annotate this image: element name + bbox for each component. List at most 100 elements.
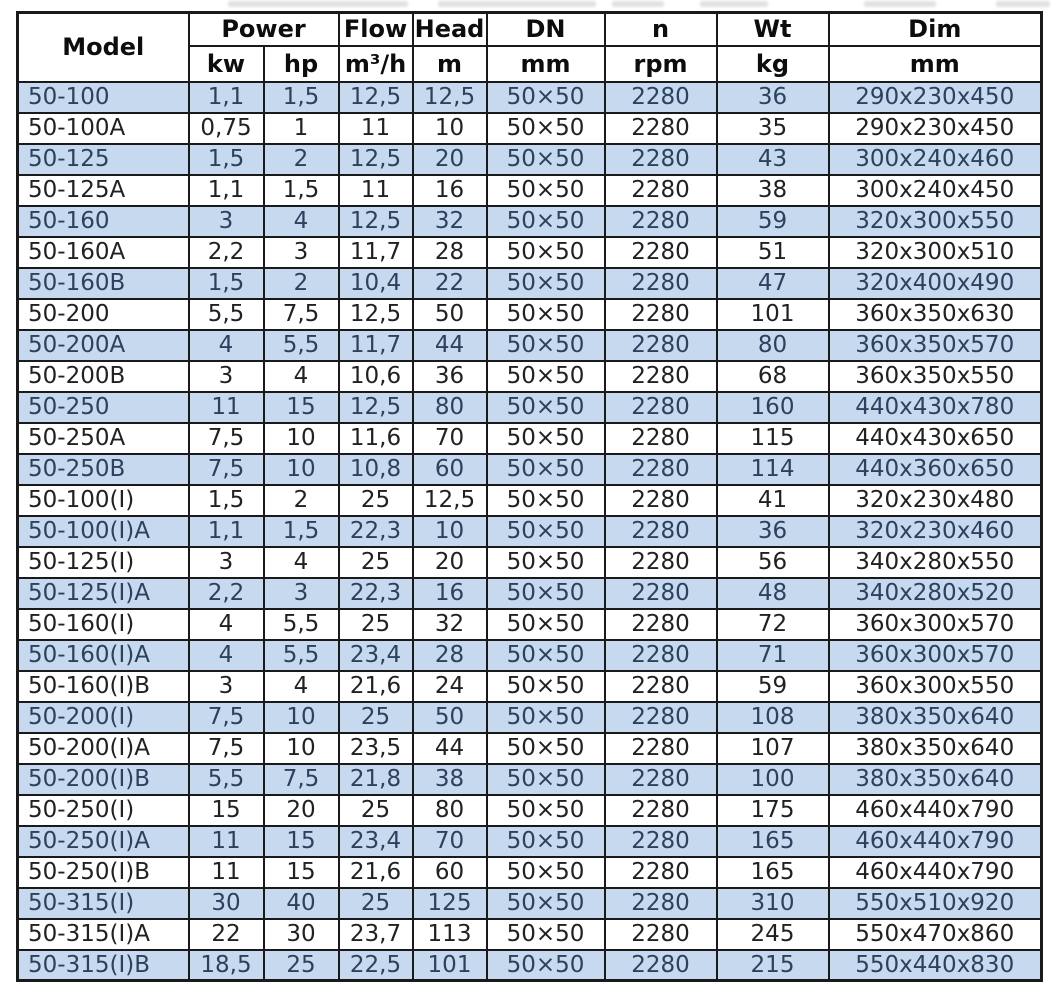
cell-wt-kg: 215 bbox=[715, 948, 830, 982]
col-header-wt: Wt bbox=[715, 11, 830, 47]
cell-model: 50-250(I)A bbox=[16, 824, 190, 858]
artifact-smudge bbox=[996, 1, 1050, 7]
unit-dn: mm bbox=[485, 44, 606, 83]
cell-flow-m3h: 23,4 bbox=[337, 638, 414, 672]
cell-n-rpm: 2280 bbox=[603, 328, 718, 362]
cell-power-kw: 15 bbox=[187, 793, 265, 827]
cell-power-kw: 0,75 bbox=[187, 111, 265, 145]
table-row: 50-315(I) 30 40 25 125 50×50 2280 310 550x510x92… bbox=[16, 886, 1043, 920]
cell-n-rpm: 2280 bbox=[603, 297, 718, 331]
cell-power-kw: 1,1 bbox=[187, 173, 265, 207]
cell-flow-m3h: 25 bbox=[337, 607, 414, 641]
cell-n-rpm: 2280 bbox=[603, 514, 718, 548]
cell-wt-kg: 48 bbox=[715, 576, 830, 610]
table-row: 50-100A 0,75 1 11 10 50×50 2280 35 290x230x450 bbox=[16, 111, 1043, 145]
cell-dn-mm: 50×50 bbox=[485, 731, 606, 765]
cell-power-hp: 30 bbox=[262, 917, 340, 951]
cell-wt-kg: 51 bbox=[715, 235, 830, 269]
cell-power-hp: 7,5 bbox=[262, 762, 340, 796]
cell-head-m: 50 bbox=[411, 297, 488, 331]
cell-power-kw: 2,2 bbox=[187, 235, 265, 269]
cell-power-kw: 11 bbox=[187, 824, 265, 858]
cell-dim-mm: 320x400x490 bbox=[827, 266, 1043, 300]
cell-model: 50-125(I)A bbox=[16, 576, 190, 610]
cell-power-kw: 4 bbox=[187, 638, 265, 672]
cell-model: 50-250B bbox=[16, 452, 190, 486]
cell-power-hp: 15 bbox=[262, 855, 340, 889]
cell-wt-kg: 114 bbox=[715, 452, 830, 486]
table-row: 50-100 1,1 1,5 12,5 12,5 50×50 2280 36 290x230x4… bbox=[16, 80, 1043, 114]
cell-wt-kg: 80 bbox=[715, 328, 830, 362]
artifact-smudge bbox=[228, 1, 408, 7]
cell-wt-kg: 36 bbox=[715, 514, 830, 548]
cell-dn-mm: 50×50 bbox=[485, 452, 606, 486]
unit-head: m bbox=[411, 44, 488, 83]
unit-wt: kg bbox=[715, 44, 830, 83]
table-header: Model Power Flow Head DN n Wt Dim kw hp … bbox=[16, 11, 1043, 83]
cell-model: 50-160B bbox=[16, 266, 190, 300]
cell-model: 50-200(I)B bbox=[16, 762, 190, 796]
col-header-flow: Flow bbox=[337, 11, 414, 47]
cell-dim-mm: 380x350x640 bbox=[827, 762, 1043, 796]
table-row: 50-315(I)B 18,5 25 22,5 101 50×50 2280 215 550x4… bbox=[16, 948, 1043, 982]
cell-wt-kg: 115 bbox=[715, 421, 830, 455]
cell-dn-mm: 50×50 bbox=[485, 111, 606, 145]
cell-power-hp: 10 bbox=[262, 452, 340, 486]
cell-dn-mm: 50×50 bbox=[485, 359, 606, 393]
cell-model: 50-250 bbox=[16, 390, 190, 424]
cell-dn-mm: 50×50 bbox=[485, 328, 606, 362]
cell-n-rpm: 2280 bbox=[603, 111, 718, 145]
cell-power-kw: 1,5 bbox=[187, 483, 265, 517]
cell-head-m: 16 bbox=[411, 576, 488, 610]
cell-head-m: 36 bbox=[411, 359, 488, 393]
cell-n-rpm: 2280 bbox=[603, 762, 718, 796]
cell-head-m: 10 bbox=[411, 111, 488, 145]
cell-power-kw: 4 bbox=[187, 328, 265, 362]
cell-dim-mm: 290x230x450 bbox=[827, 80, 1043, 114]
cell-head-m: 44 bbox=[411, 731, 488, 765]
cell-dim-mm: 380x350x640 bbox=[827, 700, 1043, 734]
cell-power-kw: 4 bbox=[187, 607, 265, 641]
cell-n-rpm: 2280 bbox=[603, 855, 718, 889]
cell-power-hp: 25 bbox=[262, 948, 340, 982]
cell-dn-mm: 50×50 bbox=[485, 917, 606, 951]
cell-dim-mm: 460x440x790 bbox=[827, 793, 1043, 827]
cell-flow-m3h: 12,5 bbox=[337, 142, 414, 176]
cell-dim-mm: 360x350x630 bbox=[827, 297, 1043, 331]
cell-dn-mm: 50×50 bbox=[485, 142, 606, 176]
cell-model: 50-315(I) bbox=[16, 886, 190, 920]
cell-power-hp: 3 bbox=[262, 235, 340, 269]
cell-power-kw: 1,1 bbox=[187, 514, 265, 548]
table-row: 50-160(I)B 3 4 21,6 24 50×50 2280 59 360x300x550 bbox=[16, 669, 1043, 703]
table-row: 50-100(I)A 1,1 1,5 22,3 10 50×50 2280 36 320x230… bbox=[16, 514, 1043, 548]
cell-model: 50-125(I) bbox=[16, 545, 190, 579]
table-body: 50-100 1,1 1,5 12,5 12,5 50×50 2280 36 290x230x4… bbox=[16, 80, 1043, 982]
cell-power-kw: 7,5 bbox=[187, 731, 265, 765]
cell-n-rpm: 2280 bbox=[603, 80, 718, 114]
cell-flow-m3h: 25 bbox=[337, 545, 414, 579]
cell-model: 50-160(I)A bbox=[16, 638, 190, 672]
cell-power-kw: 1,5 bbox=[187, 266, 265, 300]
cell-dn-mm: 50×50 bbox=[485, 793, 606, 827]
cell-n-rpm: 2280 bbox=[603, 452, 718, 486]
cell-wt-kg: 245 bbox=[715, 917, 830, 951]
cell-model: 50-250(I) bbox=[16, 793, 190, 827]
cell-model: 50-125A bbox=[16, 173, 190, 207]
cell-wt-kg: 36 bbox=[715, 80, 830, 114]
cell-flow-m3h: 11,7 bbox=[337, 328, 414, 362]
cell-dn-mm: 50×50 bbox=[485, 824, 606, 858]
cell-flow-m3h: 25 bbox=[337, 483, 414, 517]
cell-power-hp: 4 bbox=[262, 359, 340, 393]
cell-flow-m3h: 21,6 bbox=[337, 669, 414, 703]
cell-dim-mm: 460x440x790 bbox=[827, 855, 1043, 889]
cell-head-m: 12,5 bbox=[411, 80, 488, 114]
cell-dim-mm: 550x470x860 bbox=[827, 917, 1043, 951]
cell-wt-kg: 160 bbox=[715, 390, 830, 424]
cell-dim-mm: 550x440x830 bbox=[827, 948, 1043, 982]
cell-power-hp: 2 bbox=[262, 266, 340, 300]
cell-flow-m3h: 25 bbox=[337, 700, 414, 734]
table-row: 50-160A 2,2 3 11,7 28 50×50 2280 51 320x300x510 bbox=[16, 235, 1043, 269]
cell-head-m: 60 bbox=[411, 452, 488, 486]
cell-power-hp: 40 bbox=[262, 886, 340, 920]
cell-n-rpm: 2280 bbox=[603, 607, 718, 641]
